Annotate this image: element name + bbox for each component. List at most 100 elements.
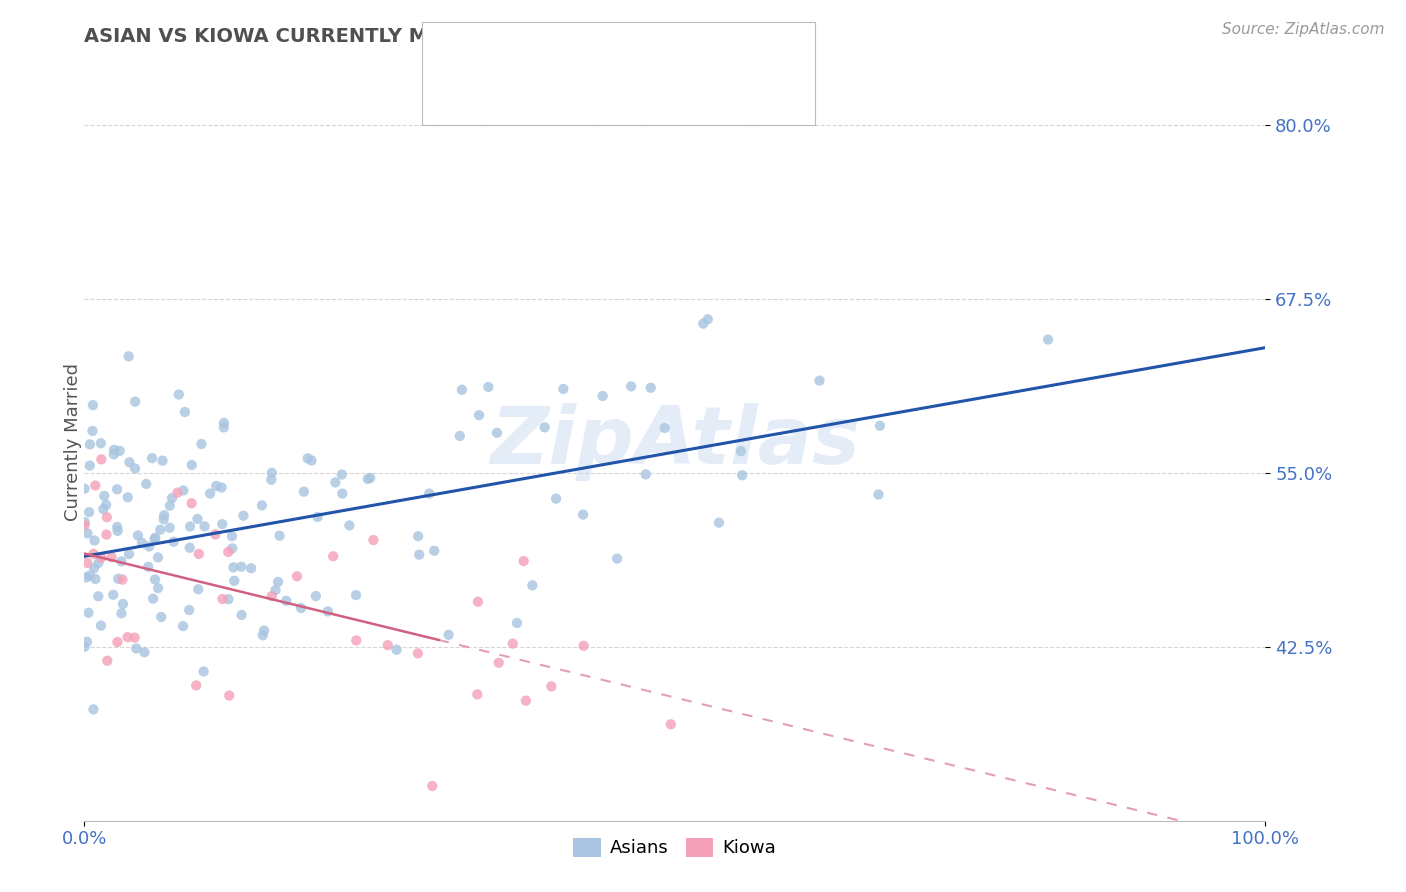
Point <box>218 689 240 703</box>
Point <box>337 518 360 533</box>
Point <box>707 516 730 530</box>
Point <box>179 541 201 555</box>
Point <box>406 529 429 543</box>
Point <box>77 606 100 620</box>
Point <box>592 389 614 403</box>
Point <box>83 561 105 575</box>
Point <box>731 468 754 483</box>
Point <box>186 678 208 692</box>
Point <box>107 524 129 538</box>
Point <box>546 491 568 506</box>
Point <box>131 536 153 550</box>
Point <box>212 420 235 434</box>
Point <box>146 581 169 595</box>
Point <box>143 573 166 587</box>
Point <box>211 592 233 607</box>
Point <box>124 631 146 645</box>
Point <box>159 499 181 513</box>
Point <box>572 639 595 653</box>
Point <box>187 547 209 561</box>
Text: R = -0.178    N =  39: R = -0.178 N = 39 <box>482 87 664 104</box>
Point <box>110 607 132 621</box>
Point <box>149 523 172 537</box>
Point <box>305 589 328 603</box>
Point <box>222 560 245 574</box>
Point <box>217 592 239 607</box>
Point <box>449 429 471 443</box>
Point <box>506 615 529 630</box>
Point <box>264 583 287 598</box>
Point <box>301 453 323 467</box>
Point <box>344 633 367 648</box>
Point <box>515 694 537 708</box>
Point <box>385 642 408 657</box>
Point <box>105 483 128 497</box>
Point <box>620 379 643 393</box>
Point <box>533 420 555 434</box>
Point <box>363 533 385 547</box>
Point <box>136 560 159 574</box>
Point <box>221 529 243 543</box>
Point <box>91 502 114 516</box>
Text: ZipAtlas: ZipAtlas <box>489 402 860 481</box>
Point <box>1036 333 1059 347</box>
Point <box>465 687 488 701</box>
Point <box>696 312 718 326</box>
Point <box>82 547 104 561</box>
Point <box>107 635 129 649</box>
Point <box>82 702 104 716</box>
Point <box>292 484 315 499</box>
Point <box>190 437 212 451</box>
Point <box>406 646 429 660</box>
Point <box>96 654 118 668</box>
Point <box>117 630 139 644</box>
Point <box>194 519 217 533</box>
Point <box>325 475 347 490</box>
Point <box>290 601 312 615</box>
Point <box>141 451 163 466</box>
Point <box>166 485 188 500</box>
Point <box>485 425 508 440</box>
Point <box>152 453 174 467</box>
Point <box>159 521 181 535</box>
Point <box>172 483 194 498</box>
Point <box>634 467 657 482</box>
Point <box>100 550 122 565</box>
Point <box>418 486 440 500</box>
Point <box>103 442 125 457</box>
Point <box>153 508 176 523</box>
Point <box>512 554 534 568</box>
Point <box>111 573 134 587</box>
Point <box>240 561 263 575</box>
Point <box>142 591 165 606</box>
Point <box>79 437 101 451</box>
Point <box>73 515 96 529</box>
Point <box>330 467 353 482</box>
Point <box>357 472 380 486</box>
Point <box>437 628 460 642</box>
Y-axis label: Currently Married: Currently Married <box>65 362 82 521</box>
Point <box>110 554 132 568</box>
Point <box>75 570 97 584</box>
Point <box>167 387 190 401</box>
Point <box>232 508 254 523</box>
Point <box>152 512 174 526</box>
Point <box>87 556 110 570</box>
Point <box>451 383 474 397</box>
Point <box>423 543 446 558</box>
Point <box>90 436 112 450</box>
Point <box>179 519 201 533</box>
Point <box>217 545 239 559</box>
Point <box>377 638 399 652</box>
Point <box>179 603 201 617</box>
Point <box>477 380 499 394</box>
Point <box>118 350 141 364</box>
Point <box>730 444 752 458</box>
Point <box>90 550 112 565</box>
Point <box>211 517 233 532</box>
Legend: Asians, Kiowa: Asians, Kiowa <box>567 830 783 864</box>
Point <box>125 641 148 656</box>
Point <box>103 588 125 602</box>
Text: Source: ZipAtlas.com: Source: ZipAtlas.com <box>1222 22 1385 37</box>
Point <box>117 491 139 505</box>
